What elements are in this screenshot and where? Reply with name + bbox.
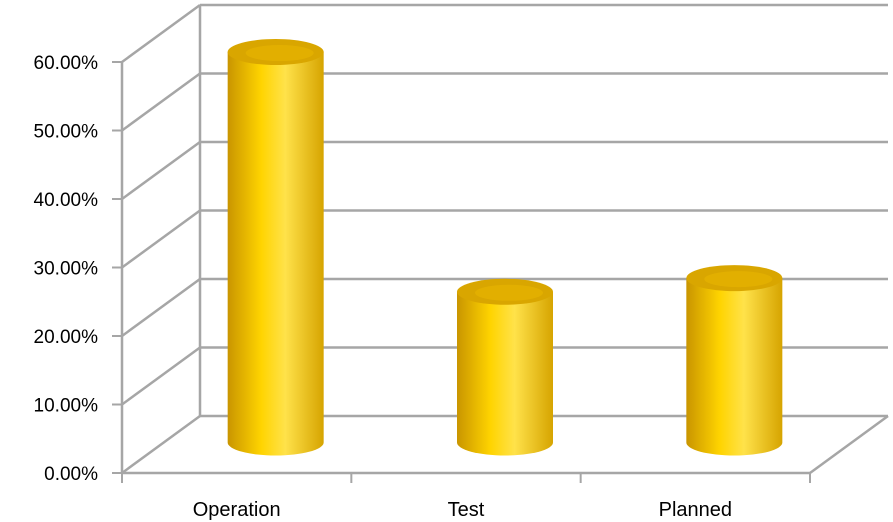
bars xyxy=(227,39,783,456)
gridline-side xyxy=(121,277,201,338)
y-tick-label: 60.00% xyxy=(34,53,99,74)
y-tick-label: 50.00% xyxy=(34,122,99,143)
bar-body xyxy=(686,278,783,456)
y-tick-label: 40.00% xyxy=(34,190,99,211)
gridline-side xyxy=(121,3,201,64)
y-tick-labels: 0.00% 10.00% 20.00% 30.00% 40.00% 50.00% 60.00… xyxy=(34,53,99,485)
floor-right-edge xyxy=(809,414,889,475)
bar-planned xyxy=(686,265,783,456)
x-tick-label: Planned xyxy=(659,499,732,521)
x-tick-label: Test xyxy=(448,499,485,521)
bar-test xyxy=(457,278,553,456)
y-tick-label: 0.00% xyxy=(44,464,98,485)
gridline-side xyxy=(121,209,201,269)
x-tick-labels: Operation Test Planned xyxy=(193,499,732,521)
gridline-side xyxy=(121,346,201,406)
bar-top-highlight xyxy=(245,45,314,62)
y-tick-label: 10.00% xyxy=(34,396,99,417)
bar-body xyxy=(227,52,324,456)
bar-operation xyxy=(227,39,324,456)
gridline-side xyxy=(121,140,201,201)
bar-top-highlight xyxy=(704,271,773,288)
bar-top-highlight xyxy=(475,284,543,301)
x-tick-label: Operation xyxy=(193,499,281,521)
bar-body xyxy=(457,291,553,456)
axes xyxy=(112,5,889,483)
gridline-side xyxy=(121,414,201,475)
y-tick-label: 30.00% xyxy=(34,259,99,280)
y-tick-label: 20.00% xyxy=(34,327,99,348)
gridline-side xyxy=(121,72,201,132)
